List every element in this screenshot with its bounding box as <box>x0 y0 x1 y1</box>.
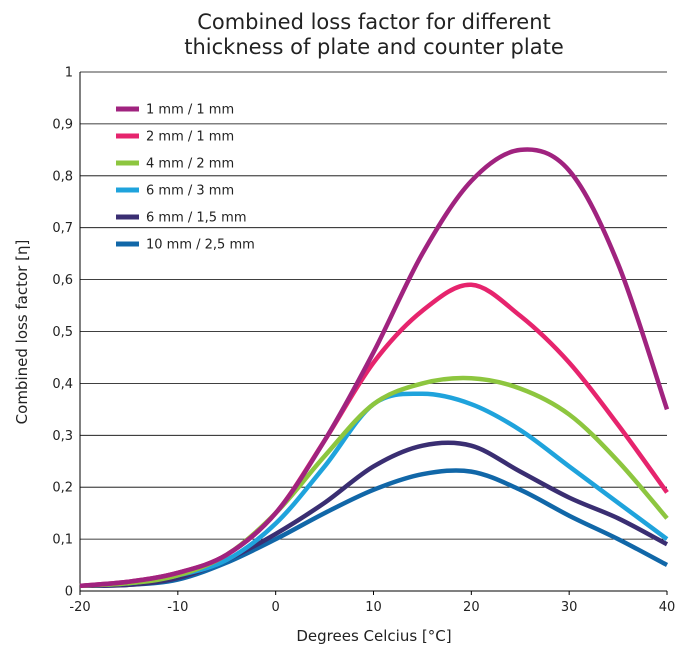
y-tick-label: 0,9 <box>52 117 73 132</box>
y-tick-label: 0 <box>65 585 73 600</box>
series-line <box>79 468 669 589</box>
series-line <box>79 375 669 589</box>
series-lines <box>79 147 670 589</box>
grid-lines <box>80 71 667 592</box>
y-tick-label: 1 <box>65 66 73 81</box>
x-tick-label: -20 <box>69 600 90 615</box>
y-tick-label: 0,2 <box>52 481 73 496</box>
y-tick-label: 0,4 <box>52 377 73 392</box>
y-tick-labels: 0 0,1 0,2 0,3 0,4 0,5 0,6 0,7 0,8 0,9 1 <box>52 66 73 600</box>
x-tick-label: 40 <box>659 600 676 615</box>
y-axis-label: Combined loss factor [η] <box>13 240 31 425</box>
x-tick-label: 20 <box>463 600 480 615</box>
x-tick-label: 10 <box>365 600 382 615</box>
chart-title-line-2: thickness of plate and counter plate <box>184 35 564 59</box>
legend-label: 4 mm / 2 mm <box>146 157 234 172</box>
y-tick-label: 0,6 <box>52 273 73 288</box>
x-tick-label: 30 <box>561 600 578 615</box>
chart-title-line-1: Combined loss factor for different <box>197 10 551 34</box>
y-tick-label: 0,8 <box>52 169 73 184</box>
x-tick-label: -10 <box>167 600 188 615</box>
legend-label: 6 mm / 1,5 mm <box>146 211 247 226</box>
legend-label: 1 mm / 1 mm <box>146 103 234 118</box>
x-tick-label: 0 <box>272 600 280 615</box>
legend-label: 10 mm / 2,5 mm <box>146 238 255 253</box>
legend: 1 mm / 1 mm 2 mm / 1 mm 4 mm / 2 mm 6 mm / … <box>116 103 255 253</box>
y-tick-label: 0,1 <box>52 533 73 548</box>
y-tick-label: 0,3 <box>52 429 73 444</box>
y-tick-label: 0,7 <box>52 221 73 236</box>
x-axis-label: Degrees Celcius [°C] <box>296 627 451 645</box>
x-tick-labels: -20 -10 0 10 20 30 40 <box>69 591 675 615</box>
y-tick-label: 0,5 <box>52 325 73 340</box>
legend-label: 2 mm / 1 mm <box>146 130 234 145</box>
series-line <box>79 440 669 589</box>
legend-label: 6 mm / 3 mm <box>146 184 234 199</box>
series-line <box>79 147 670 589</box>
